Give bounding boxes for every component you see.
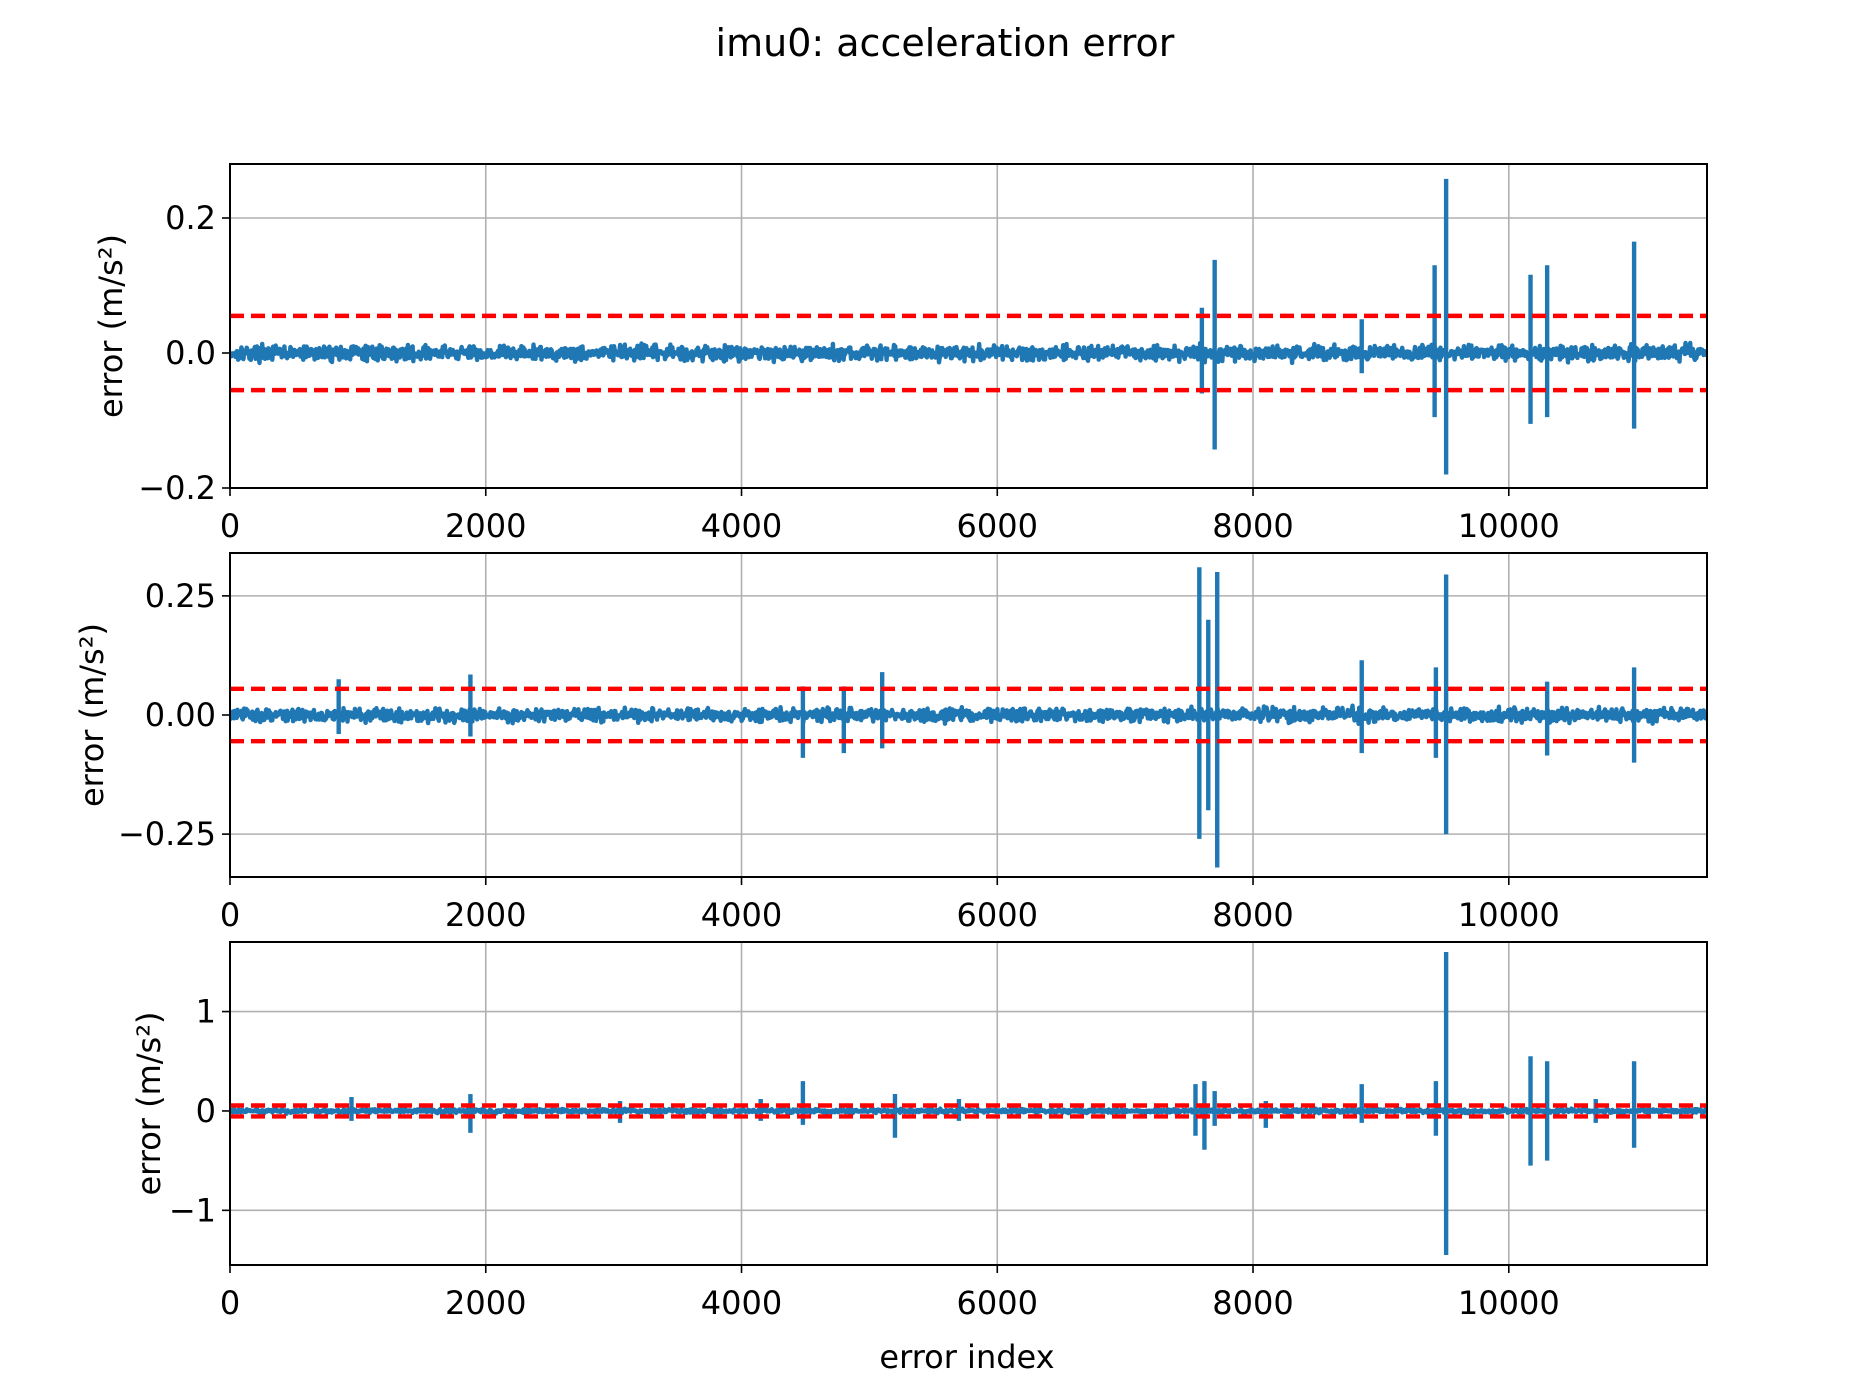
x-tick-label-0: 0 bbox=[220, 896, 240, 934]
axes-frame bbox=[229, 941, 1708, 1266]
y-axis-label: error (m/s²) bbox=[92, 234, 130, 418]
x-tick-label-1: 2000 bbox=[445, 507, 526, 545]
x-axis-label: error index bbox=[879, 1338, 1054, 1376]
x-tick-label-1: 2000 bbox=[445, 896, 526, 934]
x-tick-label-2: 4000 bbox=[701, 1284, 782, 1322]
error-series-line bbox=[230, 703, 1707, 726]
error-series-line bbox=[230, 340, 1707, 366]
x-tick-label-4: 8000 bbox=[1212, 1284, 1293, 1322]
x-tick-label-5: 10000 bbox=[1458, 896, 1560, 934]
y-tick-label-1: 0.00 bbox=[145, 696, 216, 734]
y-axis-label: error (m/s²) bbox=[73, 623, 111, 807]
x-tick-label-4: 8000 bbox=[1212, 896, 1293, 934]
error-series-line bbox=[230, 1105, 1707, 1116]
x-tick-label-1: 2000 bbox=[445, 1284, 526, 1322]
x-tick-label-5: 10000 bbox=[1458, 1284, 1560, 1322]
subplot-0: 0 2000 4000 6000 8000 10000 −0.2 0.0 0.2 error (m… bbox=[92, 163, 1708, 545]
y-tick-label-2: 1 bbox=[196, 993, 216, 1031]
y-tick-label-1: 0 bbox=[196, 1092, 216, 1130]
x-tick-label-0: 0 bbox=[220, 1284, 240, 1322]
axes-frame bbox=[229, 163, 1708, 489]
x-tick-label-0: 0 bbox=[220, 507, 240, 545]
y-axis-label: error (m/s²) bbox=[130, 1011, 168, 1195]
subplot-2: 0 2000 4000 6000 8000 10000 −1 0 1 error (m/s²) bbox=[130, 941, 1708, 1322]
x-tick-label-2: 4000 bbox=[701, 896, 782, 934]
x-tick-label-3: 6000 bbox=[957, 507, 1038, 545]
y-tick-label-0: −0.2 bbox=[138, 469, 216, 507]
y-tick-label-1: 0.0 bbox=[165, 334, 216, 372]
y-tick-label-2: 0.2 bbox=[165, 199, 216, 237]
figure-title: imu0: acceleration error bbox=[716, 21, 1175, 65]
x-tick-label-4: 8000 bbox=[1212, 507, 1293, 545]
x-tick-label-3: 6000 bbox=[957, 896, 1038, 934]
x-tick-label-3: 6000 bbox=[957, 1284, 1038, 1322]
x-tick-label-2: 4000 bbox=[701, 507, 782, 545]
y-tick-label-2: 0.25 bbox=[145, 577, 216, 615]
subplot-1: 0 2000 4000 6000 8000 10000 −0.25 0.00 0.25 error… bbox=[73, 552, 1708, 934]
x-tick-label-5: 10000 bbox=[1458, 507, 1560, 545]
y-tick-label-0: −0.25 bbox=[118, 815, 216, 853]
y-tick-label-0: −1 bbox=[169, 1191, 216, 1229]
